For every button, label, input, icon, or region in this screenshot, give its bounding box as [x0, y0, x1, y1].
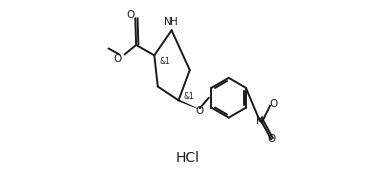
Text: N: N	[256, 116, 264, 126]
Text: O: O	[267, 134, 275, 144]
Text: &1: &1	[183, 92, 194, 101]
Text: N: N	[164, 17, 172, 28]
Text: HCl: HCl	[176, 151, 200, 165]
Text: H: H	[170, 17, 178, 28]
Text: O: O	[126, 10, 135, 20]
Text: O: O	[196, 106, 204, 116]
Text: O: O	[113, 54, 121, 64]
Polygon shape	[178, 100, 197, 108]
Text: O: O	[270, 99, 278, 109]
Text: &1: &1	[159, 57, 170, 66]
